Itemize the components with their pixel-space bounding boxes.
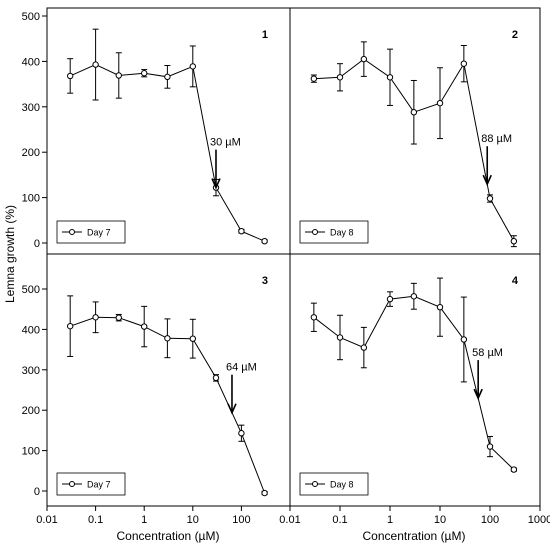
data-point: [115, 72, 122, 79]
legend-marker: [69, 481, 75, 487]
y-tick-label: 500: [22, 11, 40, 23]
annotation-label: 88 µM: [481, 133, 512, 145]
x-tick-label: 0.1: [88, 514, 103, 526]
data-point: [386, 74, 394, 81]
panel-3: 3 64 µM Day 7: [56, 275, 268, 497]
panel-number: 4: [512, 275, 519, 287]
x-tick-label: 1: [387, 514, 393, 526]
x-axis-label-right: Concentration (µM): [363, 529, 466, 543]
data-point: [212, 374, 220, 382]
data-point: [310, 75, 318, 82]
panel-4: 4 58 µM Day 8: [299, 275, 519, 496]
y-tick-label: 100: [22, 446, 40, 458]
x-tick-label: 1000: [528, 514, 550, 526]
data-point: [336, 74, 344, 81]
data-point: [436, 303, 444, 311]
data-point: [460, 336, 468, 343]
series-line: [313, 295, 515, 470]
data-point: [141, 323, 148, 330]
panel-number: 2: [512, 29, 518, 41]
legend-box: [56, 220, 126, 244]
panels: 1 30 µM Day 7 2 88 µM Day 8 3 64 µM Day 7 4 58 µM D…: [22, 7, 550, 526]
annotation-label: 58 µM: [472, 347, 503, 359]
annotation-arrowhead: [482, 174, 492, 187]
legend-marker: [69, 229, 75, 235]
legend-label: Day 7: [87, 228, 111, 238]
y-tick-label: 0: [34, 486, 40, 498]
data-point: [336, 334, 344, 341]
data-point: [410, 109, 418, 116]
x-tick-label: 100: [481, 514, 499, 526]
annotation-arrowhead: [211, 178, 221, 190]
legend-box: [299, 472, 369, 496]
y-axis-label: Lemna growth (%): [3, 205, 17, 303]
legend-box: [299, 220, 369, 244]
annotation-arrowhead: [227, 403, 237, 415]
data-point: [238, 227, 245, 235]
y-tick-label: 500: [22, 284, 40, 296]
data-point: [115, 314, 122, 321]
y-tick-label: 400: [22, 324, 40, 336]
data-point: [164, 73, 171, 81]
data-point: [410, 293, 418, 300]
data-point: [238, 430, 245, 437]
data-point: [261, 237, 268, 245]
y-tick-label: 200: [22, 147, 40, 159]
legend-label: Day 7: [87, 480, 111, 490]
data-point: [510, 466, 518, 473]
legend-marker: [312, 481, 318, 487]
y-tick-label: 300: [22, 102, 40, 114]
data-point: [189, 335, 197, 342]
data-point: [141, 70, 148, 77]
plot-frame: [46, 7, 541, 507]
data-point: [66, 322, 74, 330]
data-point: [261, 489, 268, 497]
series-line: [69, 64, 265, 242]
data-point: [66, 72, 74, 80]
y-tick-label: 400: [22, 56, 40, 68]
annotation-label: 30 µM: [210, 137, 241, 149]
data-point: [360, 344, 368, 351]
x-tick-label: 10: [434, 514, 446, 526]
y-tick-label: 200: [22, 405, 40, 417]
data-point: [510, 237, 518, 245]
data-point: [486, 195, 494, 202]
legend-marker: [312, 229, 318, 235]
panel-2: 2 88 µM Day 8: [299, 29, 518, 248]
legend-box: [56, 472, 126, 496]
x-tick-label: 100: [232, 514, 250, 526]
panel-number: 1: [262, 29, 268, 41]
data-point: [460, 60, 468, 67]
x-tick-label: 10: [187, 514, 199, 526]
x-axis-label-left: Concentration (µM): [117, 529, 220, 543]
y-tick-label: 300: [22, 365, 40, 377]
annotation-arrowhead: [473, 388, 483, 401]
y-tick-label: 0: [34, 238, 40, 250]
x-tick-label: 0.01: [36, 514, 57, 526]
annotation-label: 64 µM: [226, 362, 257, 374]
data-point: [92, 314, 99, 321]
data-point: [310, 314, 318, 321]
data-point: [164, 335, 171, 342]
legend-label: Day 8: [330, 480, 354, 490]
panel-number: 3: [262, 275, 268, 287]
data-point: [486, 443, 494, 450]
x-tick-label: 0.01: [279, 514, 300, 526]
legend-label: Day 8: [330, 228, 354, 238]
data-point: [92, 61, 99, 68]
data-point: [189, 63, 197, 70]
data-point: [436, 99, 444, 107]
data-point: [360, 55, 368, 63]
panel-1: 1 30 µM Day 7: [56, 28, 268, 245]
data-point: [386, 295, 394, 303]
x-tick-label: 1: [141, 514, 147, 526]
x-tick-label: 0.1: [332, 514, 347, 526]
y-tick-label: 100: [22, 193, 40, 205]
